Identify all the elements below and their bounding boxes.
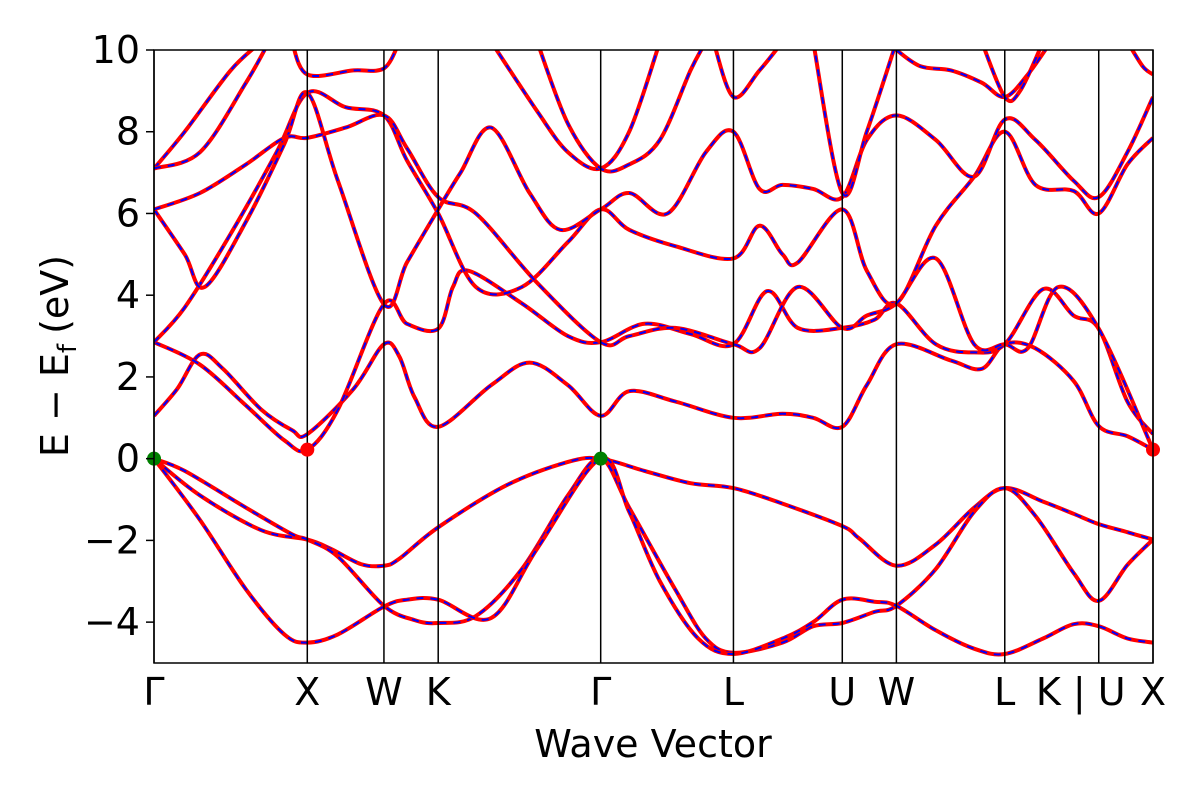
band-line-1 — [154, 455, 1153, 569]
y-tick-label-6: 6 — [116, 191, 140, 235]
y-axis-title-unit: (eV) — [33, 255, 77, 334]
y-tick-label-1: −4 — [84, 600, 140, 644]
kpoint-label-1: Γ — [143, 670, 164, 714]
band-line-dash-14 — [714, 50, 778, 99]
y-tick-label-5: 4 — [116, 273, 140, 317]
kpoint-label-9: L — [994, 670, 1015, 714]
kpoint-label-4: K — [426, 670, 452, 714]
band-line-11 — [292, 50, 398, 79]
y-axis-ticks: −4 −2 0 2 4 6 8 10 — [84, 28, 154, 644]
band-line-dash-3 — [154, 457, 1153, 656]
band-line-dash-8 — [154, 113, 1153, 451]
y-tick-label-3: 0 — [116, 437, 140, 481]
kpoint-label-6: L — [723, 670, 744, 714]
band-line-dash-9 — [154, 50, 254, 170]
band-line-13 — [538, 50, 704, 174]
extrema-markers — [147, 442, 1160, 466]
band-line-dash-18 — [1131, 50, 1153, 76]
band-line-dash-6 — [154, 90, 1153, 343]
band-line-6 — [154, 89, 1153, 344]
band-line-dash-12 — [495, 50, 659, 171]
y-tick-label-8: 10 — [92, 28, 140, 72]
band-line-18 — [1129, 50, 1153, 77]
band-line-dash-13 — [539, 50, 703, 173]
plot-frame — [153, 49, 1154, 664]
vbm-marker-2 — [593, 451, 608, 466]
kpoint-label-7: U — [828, 670, 856, 714]
y-tick-label-7: 8 — [116, 110, 140, 154]
band-line-dash-2 — [154, 457, 1153, 654]
band-line-dash-10 — [154, 50, 266, 170]
band-line-7 — [154, 90, 1153, 309]
band-line-dash-5 — [154, 269, 1153, 453]
kpoint-label-5: Γ — [590, 670, 611, 714]
band-lines — [154, 50, 1153, 657]
kpoint-label-10: K | U — [1036, 670, 1126, 715]
band-line-dash-16 — [895, 50, 1047, 99]
kpoint-label-3: W — [365, 670, 403, 714]
y-tick-label-4: 2 — [116, 355, 140, 399]
y-axis-title-main: E − E — [33, 353, 77, 457]
kpoint-label-11: X — [1140, 670, 1166, 714]
band-line-4 — [154, 340, 1153, 452]
cbm-marker-1 — [300, 442, 315, 457]
band-line-dash-7 — [154, 91, 1153, 308]
band-line-5 — [154, 268, 1153, 454]
x-axis-title: Wave Vector — [534, 722, 772, 766]
band-line-8 — [154, 112, 1153, 451]
band-line-dash-17 — [983, 50, 1041, 103]
kpoint-label-8: W — [878, 670, 916, 714]
kpoint-label-2: X — [294, 670, 320, 714]
band-line-12 — [494, 50, 660, 172]
y-axis-title: E − Ef (eV) — [33, 255, 83, 457]
y-tick-label-2: −2 — [84, 518, 140, 562]
y-axis-title-sub: f — [53, 343, 83, 353]
band-line-9 — [154, 50, 255, 170]
band-line-dash-15 — [813, 50, 895, 197]
